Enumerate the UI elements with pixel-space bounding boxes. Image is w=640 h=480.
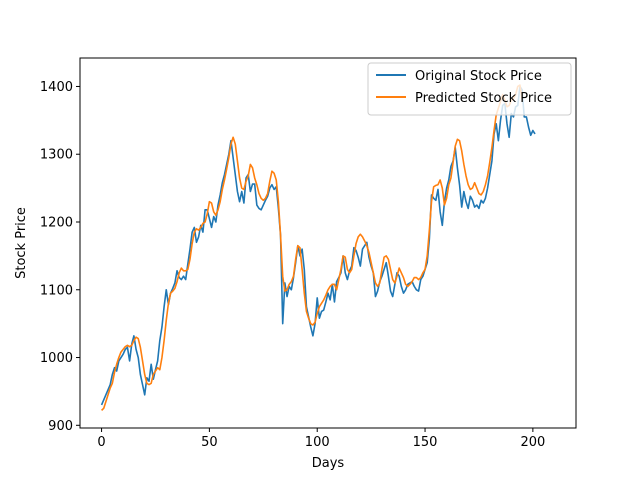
y-axis-ticks: 900 1000 1100 1200 1300 1400 bbox=[40, 80, 80, 434]
y-tick-label: 1300 bbox=[40, 148, 73, 163]
x-axis-label: Days bbox=[312, 456, 345, 471]
series-line-predicted-stock-price bbox=[101, 84, 523, 411]
x-tick-label: 0 bbox=[97, 435, 105, 450]
plot-frame bbox=[79, 57, 577, 429]
series-layer bbox=[100, 84, 536, 411]
y-tick-label: 1100 bbox=[40, 283, 73, 298]
x-tick-label: 200 bbox=[520, 435, 545, 450]
y-tick-label: 1200 bbox=[40, 215, 73, 230]
x-tick-label: 100 bbox=[305, 435, 330, 450]
series-line-original-stock-price bbox=[100, 85, 536, 406]
y-tick-label: 1000 bbox=[40, 351, 73, 366]
x-tick-label: 50 bbox=[201, 435, 218, 450]
legend: Original Stock Price Predicted Stock Pri… bbox=[367, 62, 572, 116]
legend-label-predicted: Predicted Stock Price bbox=[415, 91, 552, 106]
x-tick-label: 150 bbox=[413, 435, 438, 450]
y-tick-label: 900 bbox=[48, 419, 73, 434]
plot-area bbox=[80, 58, 576, 428]
legend-label-original: Original Stock Price bbox=[415, 69, 542, 84]
y-axis-label: Stock Price bbox=[14, 207, 29, 279]
legend-box bbox=[367, 62, 572, 116]
x-axis-ticks: 0 50 100 150 200 bbox=[97, 428, 545, 450]
y-tick-label: 1400 bbox=[40, 80, 73, 95]
